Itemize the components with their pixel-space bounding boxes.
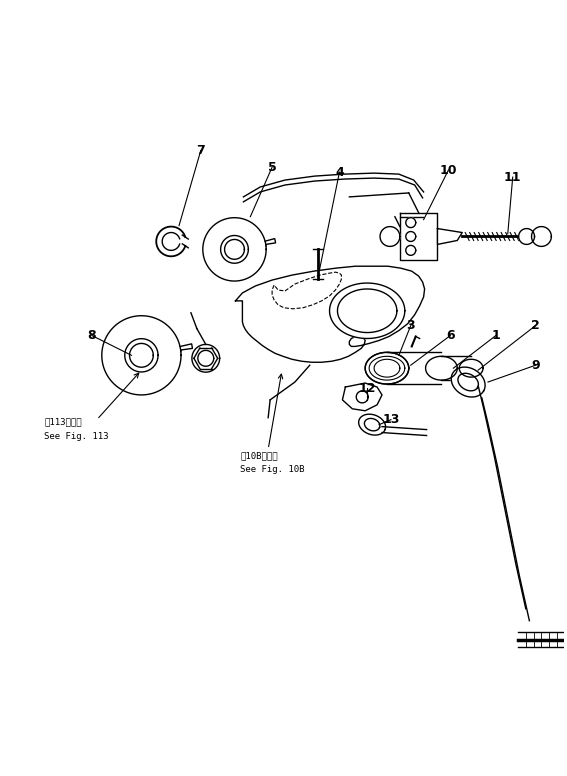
Polygon shape [406, 245, 416, 255]
Text: 13: 13 [382, 413, 400, 426]
Polygon shape [192, 345, 219, 372]
Polygon shape [519, 229, 535, 244]
Polygon shape [329, 283, 405, 338]
Polygon shape [221, 235, 248, 263]
Polygon shape [359, 414, 386, 435]
Text: 第113図参照: 第113図参照 [44, 417, 82, 427]
Text: 12: 12 [358, 382, 376, 394]
Polygon shape [531, 227, 551, 247]
Polygon shape [235, 266, 425, 362]
Polygon shape [400, 213, 438, 260]
Text: 第10B図参照: 第10B図参照 [240, 452, 278, 460]
Polygon shape [365, 352, 409, 384]
Text: See Fig. 10B: See Fig. 10B [240, 466, 305, 474]
Text: 9: 9 [531, 359, 540, 372]
Text: 5: 5 [268, 161, 277, 174]
Text: 4: 4 [335, 165, 344, 178]
Polygon shape [342, 383, 382, 411]
Polygon shape [438, 229, 462, 244]
Polygon shape [406, 231, 416, 241]
Polygon shape [180, 344, 192, 352]
Text: See Fig. 113: See Fig. 113 [44, 431, 109, 441]
Text: 10: 10 [439, 164, 457, 177]
Polygon shape [406, 218, 416, 227]
Polygon shape [125, 338, 158, 372]
Polygon shape [426, 356, 457, 380]
Polygon shape [380, 227, 400, 247]
Text: 2: 2 [531, 319, 540, 332]
Text: 1: 1 [492, 329, 500, 342]
Text: 6: 6 [446, 329, 455, 342]
Polygon shape [451, 367, 485, 397]
Text: 11: 11 [504, 171, 522, 184]
Polygon shape [459, 359, 483, 377]
Text: 8: 8 [87, 329, 96, 342]
Text: 3: 3 [407, 319, 415, 332]
Polygon shape [265, 238, 276, 246]
Text: 7: 7 [196, 144, 205, 157]
